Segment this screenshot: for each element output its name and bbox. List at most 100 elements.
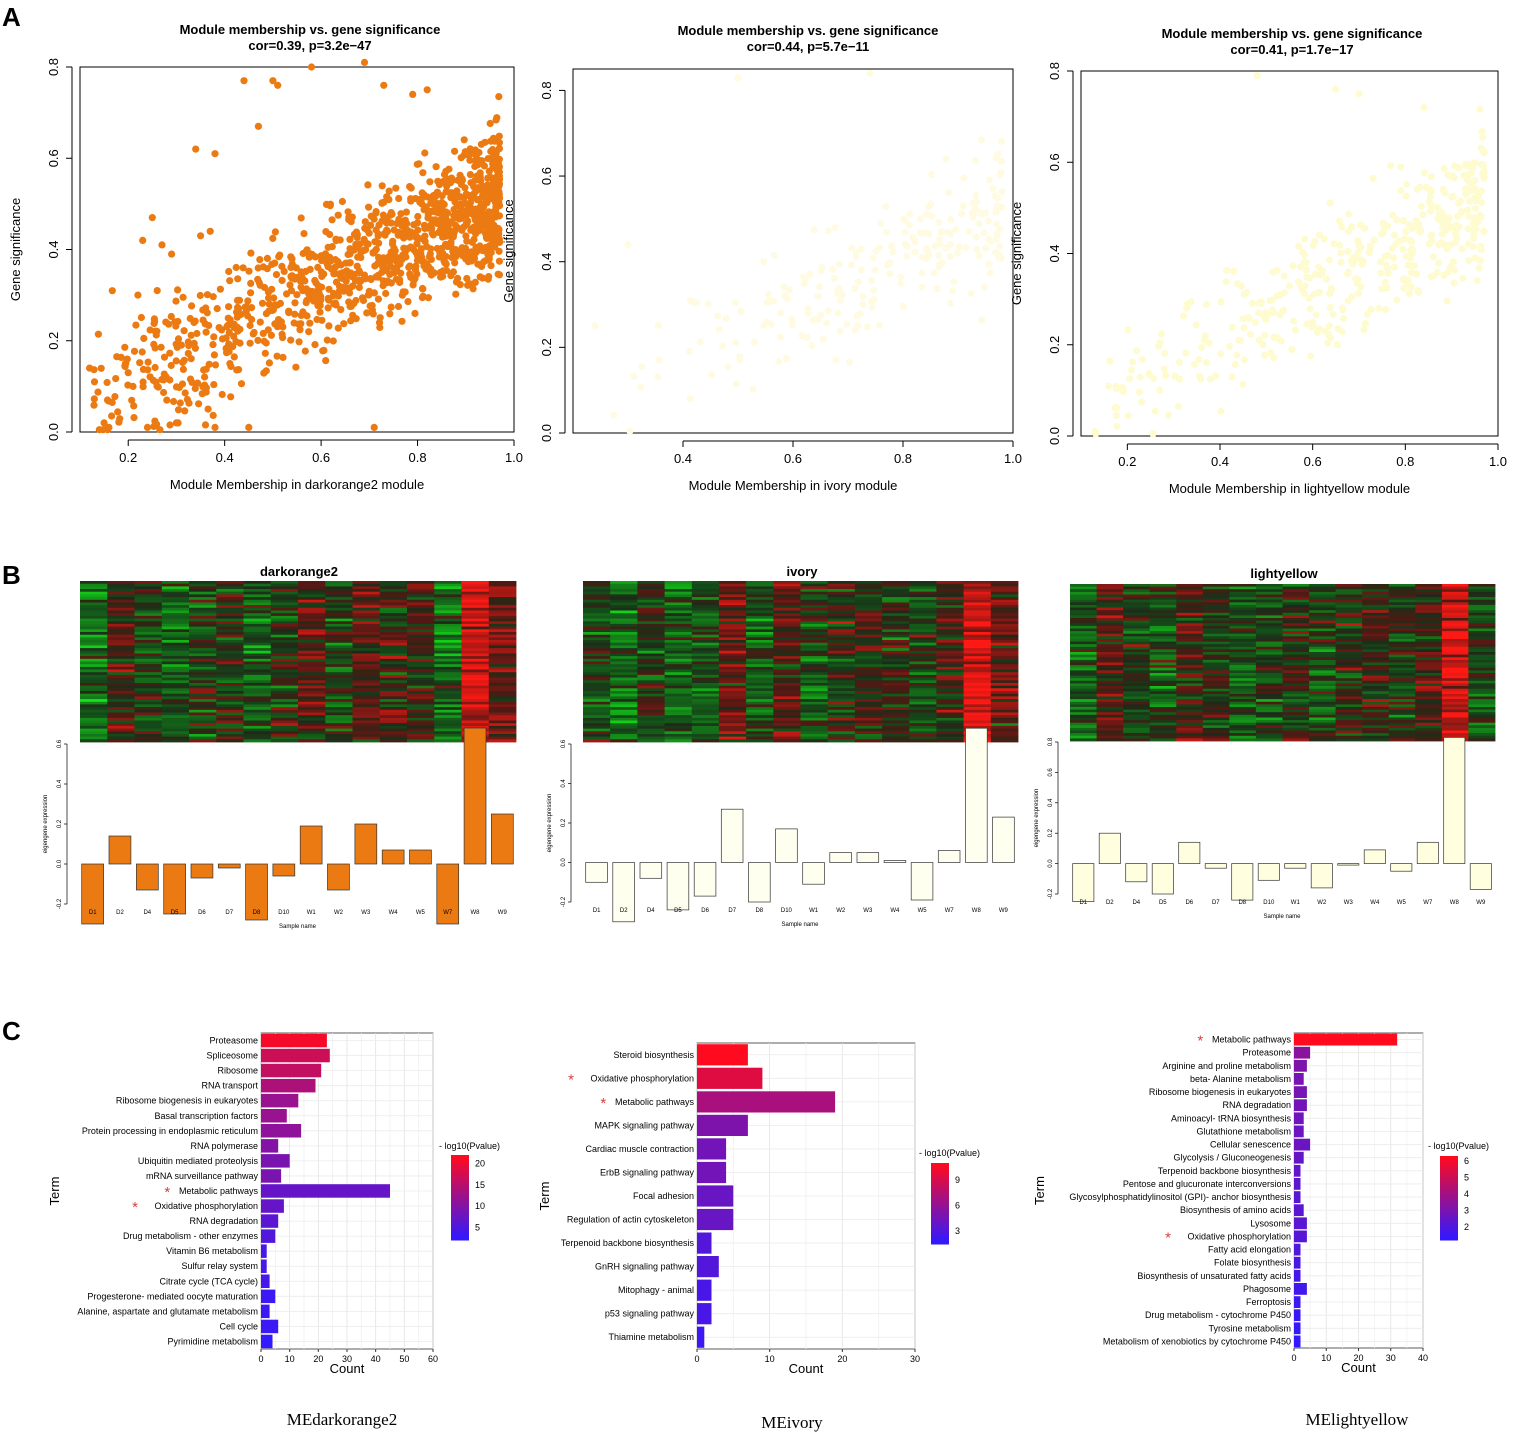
- heatmap-cell: [1335, 607, 1363, 611]
- heatmap-cell: [990, 642, 1019, 646]
- heatmap-cell: [189, 623, 217, 627]
- heatmap-cell: [325, 607, 353, 611]
- data-point: [1375, 304, 1383, 313]
- data-point: [364, 181, 372, 189]
- heatmap-cell: [1441, 714, 1469, 718]
- heatmap-cell: [434, 656, 462, 660]
- data-point: [254, 264, 262, 272]
- heatmap-cell: [990, 674, 1019, 678]
- bar: [261, 1184, 390, 1198]
- heatmap-cell: [270, 621, 299, 625]
- data-point: [354, 253, 362, 261]
- heatmap-cell: [637, 664, 665, 668]
- heatmap-cell: [1202, 693, 1230, 697]
- heatmap-cell: [1123, 628, 1151, 632]
- heatmap-cell: [407, 715, 435, 719]
- heatmap-cell: [80, 656, 108, 660]
- heatmap-cell: [270, 666, 299, 670]
- heatmap-cell: [1176, 717, 1204, 721]
- heatmap-cell: [1070, 667, 1097, 671]
- data-point: [1154, 342, 1163, 350]
- heatmap-cell: [1096, 733, 1124, 737]
- heatmap-cell: [1149, 615, 1177, 619]
- data-point: [492, 116, 500, 124]
- heatmap-cell: [243, 712, 272, 716]
- heatmap-cell: [963, 589, 992, 593]
- heatmap: [80, 581, 517, 743]
- heatmap-cell: [1282, 738, 1310, 742]
- heatmap-cell: [1149, 714, 1177, 718]
- heatmap-cell: [990, 699, 1019, 703]
- heatmap-cell: [1362, 615, 1390, 619]
- heatmap-cell: [80, 720, 108, 724]
- heatmap-cell: [909, 661, 937, 665]
- x-tick-label: D1: [593, 908, 601, 914]
- heatmap-cell: [1202, 738, 1230, 742]
- data-point: [414, 212, 422, 221]
- data-point: [387, 209, 395, 217]
- bar: [1151, 863, 1174, 895]
- data-point: [344, 271, 352, 279]
- data-point: [449, 268, 457, 276]
- data-point: [788, 315, 796, 323]
- heatmap-cell: [1415, 641, 1443, 645]
- heatmap-cell: [1468, 683, 1496, 687]
- heatmap-cell: [854, 677, 883, 681]
- heatmap-cell: [461, 613, 490, 617]
- x-tick-label: D1: [1079, 900, 1087, 906]
- heatmap-cell: [1202, 599, 1230, 603]
- heatmap-cell: [1388, 586, 1416, 590]
- heatmap-cell: [298, 648, 326, 652]
- heatmap-cell: [243, 717, 272, 721]
- heatmap-cell: [161, 605, 190, 609]
- heatmap-cell: [963, 591, 992, 595]
- data-point: [392, 275, 400, 283]
- heatmap-cell: [963, 602, 992, 606]
- heatmap-cell: [746, 656, 774, 660]
- heatmap-cell: [1070, 707, 1097, 710]
- data-point: [760, 258, 768, 266]
- heatmap-cell: [583, 613, 611, 617]
- heatmap-cell: [1176, 615, 1204, 619]
- heatmap-cell: [107, 581, 135, 585]
- heatmap-cell: [1282, 597, 1310, 601]
- heatmap-cell: [1070, 657, 1097, 661]
- heatmap-cell: [882, 685, 910, 689]
- heatmap-cell: [583, 623, 611, 627]
- heatmap-cell: [936, 720, 964, 724]
- heatmap-cell: [583, 656, 611, 660]
- heatmap-cell: [325, 707, 353, 711]
- heatmap-cell: [1468, 649, 1496, 653]
- data-point: [347, 317, 355, 325]
- heatmap-cell: [461, 599, 490, 603]
- heatmap-cell: [1176, 604, 1204, 608]
- heatmap-cell: [434, 605, 462, 609]
- x-tick-label: W8: [1450, 900, 1460, 906]
- heatmap-cell: [1441, 693, 1469, 697]
- heatmap-cell: [909, 685, 937, 689]
- heatmap-cell: [610, 720, 638, 724]
- heatmap-cell: [773, 736, 801, 740]
- heatmap-cell: [1362, 584, 1390, 587]
- heatmap-cell: [1362, 594, 1390, 598]
- heatmap-cell: [488, 666, 517, 670]
- x-tick-label: D1: [89, 910, 97, 916]
- heatmap-cell: [243, 629, 272, 633]
- heatmap-cell: [718, 715, 747, 719]
- heatmap-cell: [1096, 599, 1124, 603]
- data-point: [897, 279, 905, 288]
- heatmap-cell: [963, 613, 992, 617]
- heatmap-cell: [352, 683, 381, 687]
- data-point: [1138, 356, 1146, 364]
- heatmap-cell: [298, 610, 326, 614]
- heatmap-cell: [827, 725, 856, 729]
- heatmap-cell: [1309, 631, 1337, 635]
- data-point: [379, 254, 387, 262]
- data-point: [610, 411, 618, 419]
- heatmap-cell: [1282, 594, 1310, 598]
- heatmap-cell: [1309, 673, 1337, 676]
- heatmap-cell: [936, 677, 964, 681]
- heatmap-cell: [854, 723, 883, 727]
- heatmap-cell: [854, 720, 883, 724]
- heatmap-cell: [1335, 733, 1363, 737]
